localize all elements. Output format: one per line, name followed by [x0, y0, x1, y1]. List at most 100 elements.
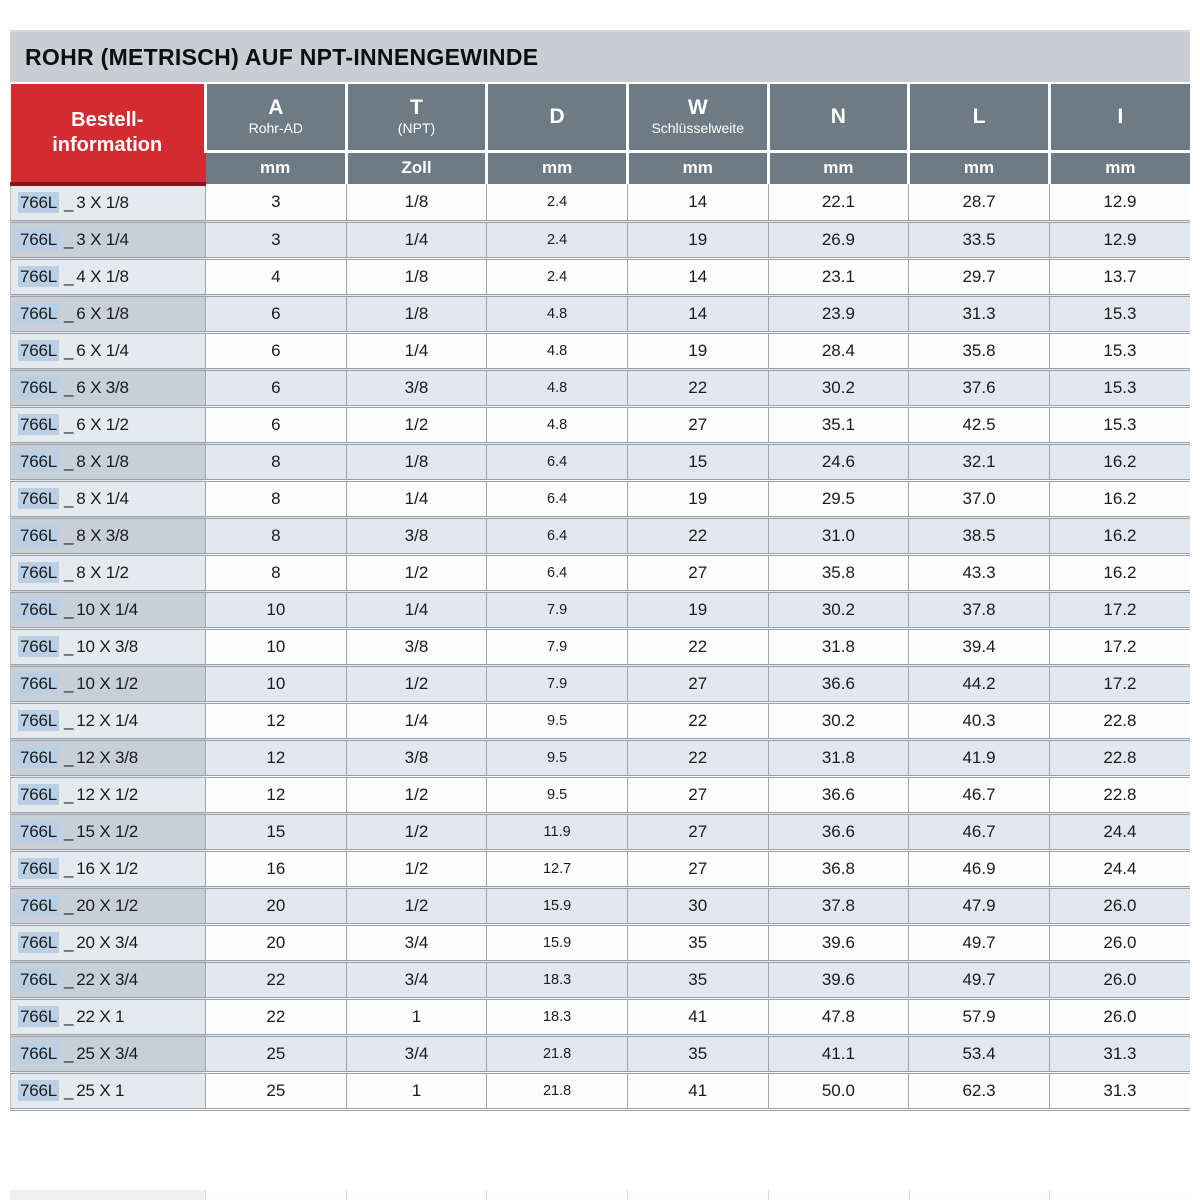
- order-code-size: 8 X 3/8: [76, 525, 129, 545]
- order-code-cell: 766L _ 20 X 3/4: [10, 924, 206, 963]
- header-row-symbols: Bestell- information A Rohr-AD T (NPT) D W…: [10, 84, 1190, 186]
- column-header-a: A Rohr-AD: [204, 84, 347, 151]
- order-code-separator: _: [64, 340, 74, 360]
- order-code-separator: _: [64, 895, 74, 915]
- order-code-prefix: 766L: [18, 968, 60, 990]
- order-code-size: 10 X 1/2: [76, 673, 139, 693]
- value-cell-t: 3/8: [345, 369, 487, 408]
- order-code-prefix: 766L: [18, 857, 60, 879]
- value-cell-t: 1/2: [345, 665, 487, 704]
- value-cell-i: 17.2: [1048, 628, 1190, 667]
- cropped-cell: [345, 1190, 487, 1200]
- value-cell-w: 22: [626, 628, 769, 667]
- cropped-cell: [10, 1190, 205, 1200]
- order-code-separator: _: [64, 710, 74, 730]
- order-code-cell: 766L _ 6 X 1/8: [10, 295, 206, 334]
- order-code-cell: 766L _ 12 X 3/8: [10, 739, 206, 778]
- order-code-size: 12 X 3/8: [76, 747, 139, 767]
- order-code-separator: _: [64, 266, 74, 286]
- value-cell-n: 28.4: [767, 332, 909, 371]
- column-header-n: N: [766, 84, 909, 151]
- order-code-prefix: 766L: [18, 376, 60, 398]
- value-cell-d: 2.4: [486, 258, 628, 297]
- order-code-prefix: 766L: [18, 191, 60, 213]
- table-row: 766L _ 6 X 3/8 6 3/8 4.8 22 30.2 37.6 15.3: [10, 369, 1190, 408]
- title-band: ROHR (METRISCH) AUF NPT-INNENGEWINDE: [10, 30, 1190, 82]
- value-cell-n: 30.2: [767, 591, 909, 630]
- table-body: 766L _ 3 X 1/8 3 1/8 2.4 14 22.1 28.7 12.9 766L _ 3 …: [10, 184, 1190, 1111]
- value-cell-a: 8: [205, 480, 347, 519]
- table-row: 766L _ 25 X 1 25 1 21.8 41 50.0 62.3 31.3: [10, 1072, 1190, 1111]
- value-cell-w: 19: [626, 591, 769, 630]
- value-cell-l: 42.5: [908, 406, 1050, 445]
- value-cell-a: 20: [205, 924, 347, 963]
- value-cell-n: 35.1: [767, 406, 909, 445]
- value-cell-l: 37.0: [908, 480, 1050, 519]
- value-cell-d: 9.5: [486, 776, 628, 815]
- order-code-size: 22 X 1: [76, 1006, 125, 1026]
- value-cell-i: 15.3: [1048, 369, 1190, 408]
- value-cell-w: 22: [626, 702, 769, 741]
- value-cell-i: 26.0: [1048, 998, 1190, 1037]
- table-row: 766L _ 20 X 1/2 20 1/2 15.9 30 37.8 47.9 26.0: [10, 887, 1190, 926]
- value-cell-a: 8: [205, 443, 347, 482]
- value-cell-n: 36.6: [767, 776, 909, 815]
- column-header-d: D: [485, 84, 628, 151]
- value-cell-a: 3: [205, 184, 347, 223]
- value-cell-i: 16.2: [1048, 517, 1190, 556]
- value-cell-l: 49.7: [908, 924, 1050, 963]
- value-cell-l: 32.1: [908, 443, 1050, 482]
- value-cell-t: 1/8: [345, 184, 487, 223]
- order-info-line1: Bestell-: [71, 109, 144, 131]
- value-cell-t: 1/2: [345, 850, 487, 889]
- order-code-cell: 766L _ 3 X 1/4: [10, 221, 206, 260]
- order-code-separator: _: [64, 192, 74, 212]
- value-cell-n: 47.8: [767, 998, 909, 1037]
- order-code-size: 25 X 1: [76, 1080, 125, 1100]
- value-cell-d: 6.4: [486, 517, 628, 556]
- order-code-size: 3 X 1/4: [76, 229, 129, 249]
- order-code-prefix: 766L: [18, 820, 60, 842]
- column-symbol-w: W: [687, 96, 708, 120]
- value-cell-t: 1/8: [345, 258, 487, 297]
- order-code-cell: 766L _ 6 X 3/8: [10, 369, 206, 408]
- value-cell-i: 22.8: [1048, 776, 1190, 815]
- value-cell-w: 14: [626, 295, 769, 334]
- value-cell-a: 6: [205, 295, 347, 334]
- column-header-t: T (NPT): [344, 84, 487, 151]
- value-cell-i: 24.4: [1048, 813, 1190, 852]
- order-code-separator: _: [64, 488, 74, 508]
- cropped-cell: [767, 1190, 909, 1200]
- value-cell-n: 36.8: [767, 850, 909, 889]
- value-cell-d: 6.4: [486, 554, 628, 593]
- value-cell-a: 16: [205, 850, 347, 889]
- order-code-prefix: 766L: [18, 524, 60, 546]
- value-cell-w: 22: [626, 369, 769, 408]
- table-row: 766L _ 3 X 1/8 3 1/8 2.4 14 22.1 28.7 12.9: [10, 184, 1190, 223]
- table-row: 766L _ 15 X 1/2 15 1/2 11.9 27 36.6 46.7 24.4: [10, 813, 1190, 852]
- value-cell-a: 25: [205, 1035, 347, 1074]
- table-row: 766L _ 6 X 1/8 6 1/8 4.8 14 23.9 31.3 15.3: [10, 295, 1190, 334]
- value-cell-l: 35.8: [908, 332, 1050, 371]
- value-cell-i: 12.9: [1048, 184, 1190, 223]
- value-cell-w: 22: [626, 739, 769, 778]
- order-code-cell: 766L _ 6 X 1/2: [10, 406, 206, 445]
- value-cell-i: 31.3: [1048, 1035, 1190, 1074]
- value-cell-d: 6.4: [486, 480, 628, 519]
- value-cell-w: 14: [626, 184, 769, 223]
- value-cell-t: 1/8: [345, 295, 487, 334]
- order-code-cell: 766L _ 8 X 1/2: [10, 554, 206, 593]
- order-code-size: 12 X 1/2: [76, 784, 139, 804]
- value-cell-i: 26.0: [1048, 887, 1190, 926]
- value-cell-t: 1/2: [345, 887, 487, 926]
- value-cell-a: 6: [205, 406, 347, 445]
- value-cell-t: 1/2: [345, 776, 487, 815]
- order-code-prefix: 766L: [18, 746, 60, 768]
- order-code-prefix: 766L: [18, 450, 60, 472]
- value-cell-d: 2.4: [486, 184, 628, 223]
- cropped-cell: [627, 1190, 768, 1200]
- order-code-size: 20 X 1/2: [76, 895, 139, 915]
- value-cell-t: 1/2: [345, 554, 487, 593]
- value-cell-w: 27: [626, 813, 769, 852]
- value-cell-d: 12.7: [486, 850, 628, 889]
